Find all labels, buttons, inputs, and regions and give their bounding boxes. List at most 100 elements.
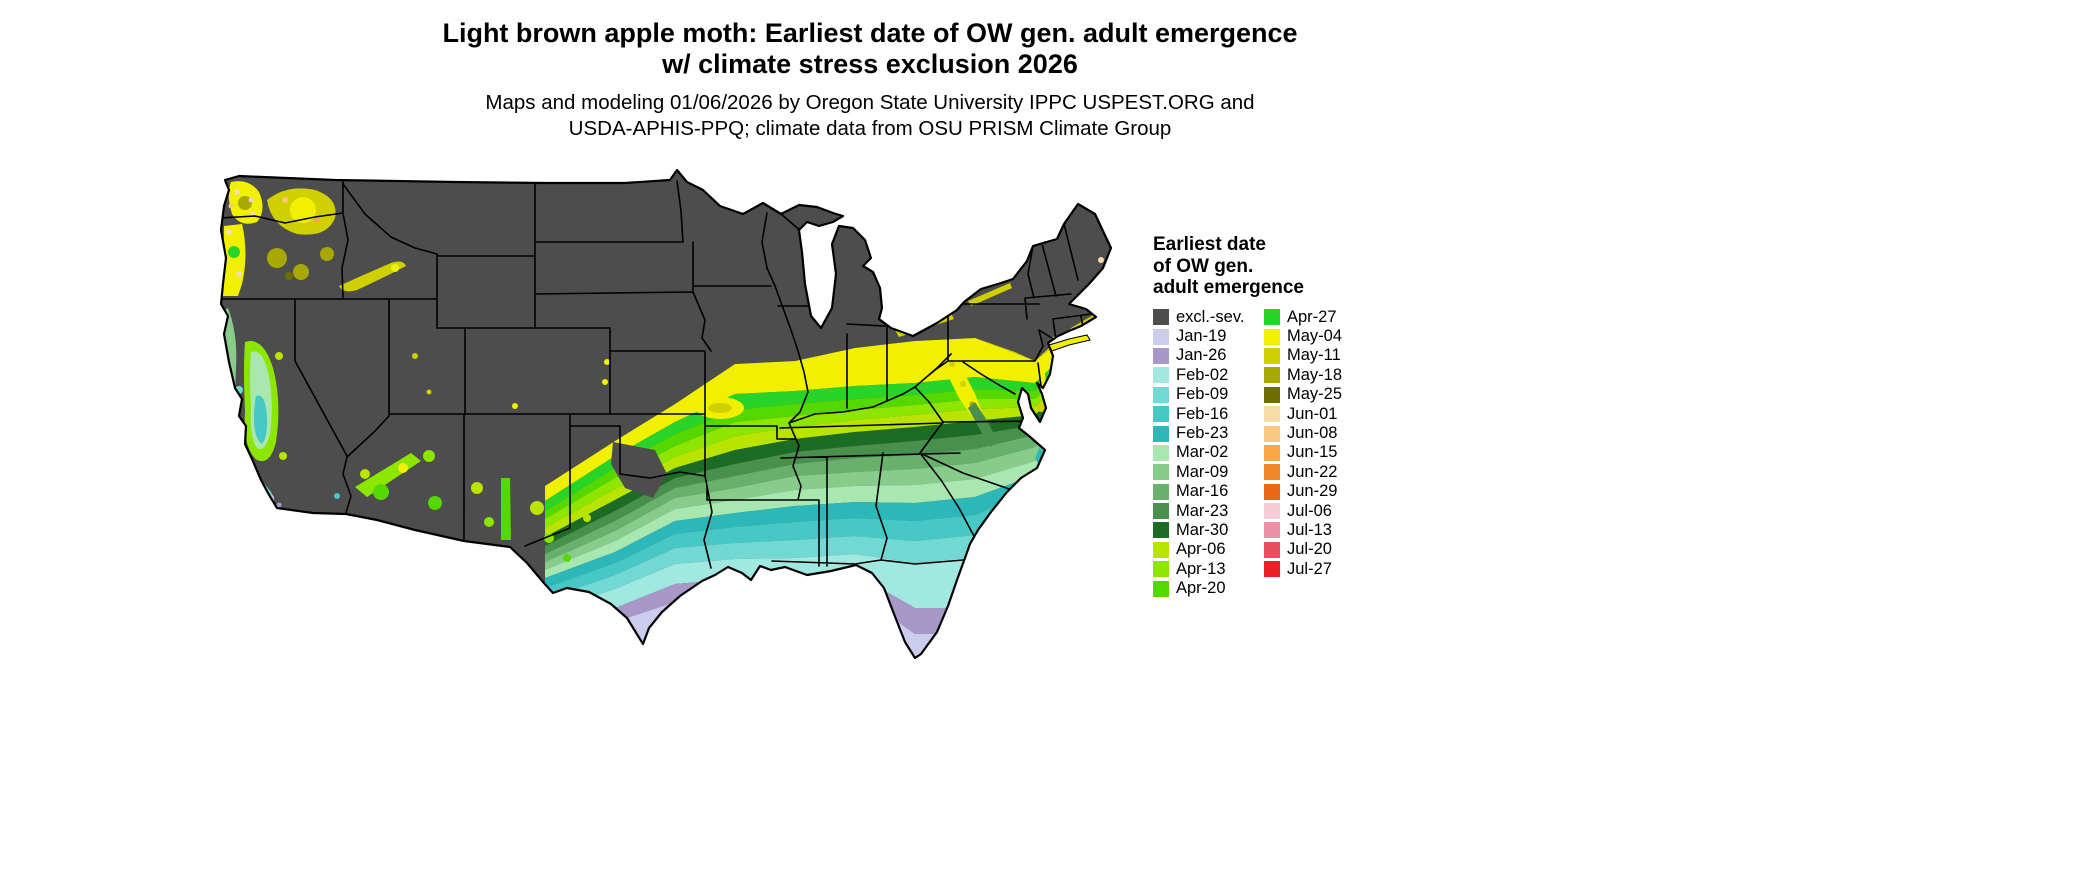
legend-item: May-11 bbox=[1264, 346, 1361, 365]
legend-item: Jan-19 bbox=[1153, 327, 1250, 346]
legend-label: Feb-09 bbox=[1176, 385, 1229, 404]
legend-swatch bbox=[1264, 522, 1280, 539]
legend-label: Jun-15 bbox=[1287, 443, 1338, 462]
legend-label: May-18 bbox=[1287, 365, 1343, 384]
legend-item: Mar-30 bbox=[1153, 521, 1250, 540]
legend-swatch bbox=[1153, 367, 1169, 384]
legend-item: Jun-01 bbox=[1264, 404, 1361, 423]
legend-label: May-11 bbox=[1287, 346, 1341, 365]
legend-label: Jun-01 bbox=[1287, 404, 1338, 423]
legend-label: Jul-20 bbox=[1287, 540, 1332, 559]
legend-label: Mar-09 bbox=[1176, 462, 1229, 481]
legend-swatch bbox=[1264, 444, 1280, 461]
page-subtitle: Maps and modeling 01/06/2026 by Oregon S… bbox=[280, 90, 1460, 142]
us-map bbox=[215, 156, 1145, 668]
legend-label: Jan-19 bbox=[1176, 327, 1227, 346]
legend-swatch bbox=[1264, 386, 1280, 403]
legend-swatch bbox=[1264, 503, 1280, 520]
legend-item: Jun-29 bbox=[1264, 482, 1361, 501]
legend-label: Apr-20 bbox=[1176, 579, 1226, 598]
legend-label: Feb-23 bbox=[1176, 424, 1229, 443]
legend-swatch bbox=[1153, 386, 1169, 403]
legend-swatch bbox=[1264, 464, 1280, 481]
legend-item: Jul-13 bbox=[1264, 521, 1361, 540]
legend-title-line3: adult emergence bbox=[1153, 277, 1304, 298]
legend-label: Jan-26 bbox=[1176, 346, 1227, 365]
legend-label: Jul-06 bbox=[1287, 501, 1332, 520]
legend-item: Feb-23 bbox=[1153, 424, 1250, 443]
legend-item: Jun-22 bbox=[1264, 463, 1361, 482]
legend-swatch bbox=[1264, 406, 1280, 423]
legend-item: Apr-06 bbox=[1153, 540, 1250, 559]
legend-item: excl.-sev. bbox=[1153, 308, 1250, 327]
legend-swatch bbox=[1153, 541, 1169, 558]
legend-title-line1: Earliest date bbox=[1153, 234, 1266, 255]
page-title: Light brown apple moth: Earliest date of… bbox=[280, 18, 1460, 80]
legend-item: Apr-27 bbox=[1264, 308, 1361, 327]
legend-label: Mar-30 bbox=[1176, 520, 1229, 539]
legend-columns: excl.-sev. Jan-19 Jan-26 Feb-02 Feb-09 F… bbox=[1153, 308, 1361, 599]
legend-item: Apr-20 bbox=[1153, 579, 1250, 598]
legend-item: Mar-23 bbox=[1153, 501, 1250, 520]
us-map-svg bbox=[219, 168, 1113, 660]
legend-swatch bbox=[1264, 328, 1280, 345]
legend-column-2: Apr-27 May-04 May-11 May-18 May-25 Jun-0… bbox=[1264, 308, 1361, 599]
legend-item: May-04 bbox=[1264, 327, 1361, 346]
legend-label: Mar-02 bbox=[1176, 443, 1229, 462]
legend-item: Jun-15 bbox=[1264, 443, 1361, 462]
legend-item: Jan-26 bbox=[1153, 346, 1250, 365]
legend-swatch bbox=[1264, 367, 1280, 384]
legend-swatch bbox=[1153, 425, 1169, 442]
legend-label: Apr-06 bbox=[1176, 540, 1226, 559]
legend-swatch bbox=[1153, 580, 1169, 597]
legend-item: Feb-02 bbox=[1153, 366, 1250, 385]
legend-swatch bbox=[1153, 561, 1169, 578]
legend-label: Apr-27 bbox=[1287, 307, 1337, 326]
legend-swatch bbox=[1264, 347, 1280, 364]
legend-swatch bbox=[1153, 464, 1169, 481]
legend-label: Jun-29 bbox=[1287, 482, 1338, 501]
legend-label: May-04 bbox=[1287, 327, 1343, 346]
title-line2: w/ climate stress exclusion 2026 bbox=[662, 49, 1078, 79]
legend-item: Jul-27 bbox=[1264, 560, 1361, 579]
legend-swatch bbox=[1153, 347, 1169, 364]
legend-label: Jun-08 bbox=[1287, 424, 1338, 443]
legend-label: Jul-13 bbox=[1287, 520, 1332, 539]
legend-item: Jul-06 bbox=[1264, 501, 1361, 520]
legend-item: May-25 bbox=[1264, 385, 1361, 404]
legend-label: Jul-27 bbox=[1287, 559, 1332, 578]
legend-item: Feb-16 bbox=[1153, 404, 1250, 423]
legend-label: May-25 bbox=[1287, 385, 1343, 404]
legend-item: May-18 bbox=[1264, 366, 1361, 385]
legend-item: Mar-02 bbox=[1153, 443, 1250, 462]
legend-swatch bbox=[1153, 503, 1169, 520]
legend-swatch bbox=[1153, 406, 1169, 423]
legend-swatch bbox=[1264, 541, 1280, 558]
legend-title: Earliest date of OW gen. adult emergence bbox=[1153, 234, 1361, 299]
legend-label: Apr-13 bbox=[1176, 559, 1226, 578]
legend-swatch bbox=[1264, 561, 1280, 578]
legend-swatch bbox=[1153, 522, 1169, 539]
legend-label: Mar-16 bbox=[1176, 482, 1229, 501]
legend-title-line2: of OW gen. bbox=[1153, 255, 1254, 277]
legend-swatch bbox=[1153, 483, 1169, 500]
legend-label: Feb-02 bbox=[1176, 365, 1229, 384]
legend-item: Mar-16 bbox=[1153, 482, 1250, 501]
legend-column-1: excl.-sev. Jan-19 Jan-26 Feb-02 Feb-09 F… bbox=[1153, 308, 1250, 599]
legend-item: Jul-20 bbox=[1264, 540, 1361, 559]
legend-item: Feb-09 bbox=[1153, 385, 1250, 404]
legend-swatch bbox=[1153, 444, 1169, 461]
legend-swatch bbox=[1264, 309, 1280, 326]
legend: Earliest date of OW gen. adult emergence… bbox=[1153, 234, 1361, 598]
legend-item: Jun-08 bbox=[1264, 424, 1361, 443]
legend-label: excl.-sev. bbox=[1176, 307, 1245, 326]
subtitle-line2: USDA-APHIS-PPQ; climate data from OSU PR… bbox=[568, 117, 1172, 140]
subtitle-line1: Maps and modeling 01/06/2026 by Oregon S… bbox=[485, 91, 1255, 114]
legend-item: Mar-09 bbox=[1153, 463, 1250, 482]
legend-item: Apr-13 bbox=[1153, 560, 1250, 579]
legend-swatch bbox=[1264, 483, 1280, 500]
legend-swatch bbox=[1153, 309, 1169, 326]
title-line1: Light brown apple moth: Earliest date of… bbox=[442, 18, 1298, 48]
legend-swatch bbox=[1153, 328, 1169, 345]
